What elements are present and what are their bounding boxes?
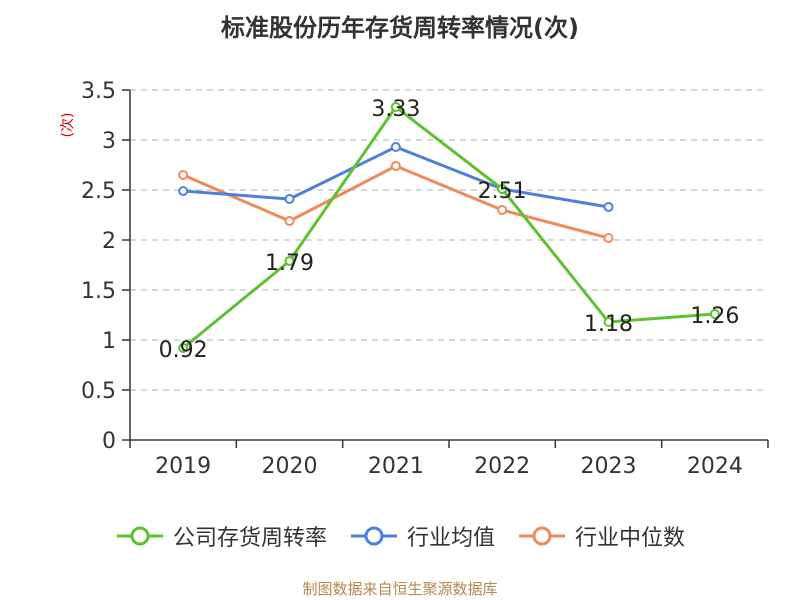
data-point bbox=[178, 186, 189, 196]
data-label: 0.92 bbox=[159, 338, 208, 363]
y-tick-label: 2 bbox=[102, 229, 116, 254]
source-note: 制图数据来自恒生聚源数据库 bbox=[302, 580, 498, 598]
y-tick-label: 1 bbox=[102, 329, 116, 354]
series-line bbox=[183, 145, 609, 209]
y-tick-label: 3 bbox=[102, 129, 116, 154]
data-point bbox=[390, 142, 401, 152]
x-tick-label: 2023 bbox=[581, 454, 637, 479]
y-tick-label: 0 bbox=[102, 429, 116, 454]
legend-label: 行业中位数 bbox=[575, 526, 686, 551]
y-tick-label: 1.5 bbox=[81, 279, 116, 304]
y-tick-label: 2.5 bbox=[81, 179, 116, 204]
data-point bbox=[390, 161, 401, 171]
data-point bbox=[178, 343, 189, 353]
data-label: 1.79 bbox=[265, 251, 314, 276]
data-labels: 0.92 1.79 3.33 2.51 1.18 1.26 bbox=[159, 97, 740, 363]
legend-label: 行业均值 bbox=[406, 526, 495, 551]
data-label: 1.26 bbox=[690, 304, 739, 329]
data-point bbox=[390, 102, 401, 112]
data-point bbox=[709, 309, 720, 319]
chart-title: 标准股份历年存货周转率情况(次) bbox=[221, 14, 579, 42]
data-label: 3.33 bbox=[371, 97, 420, 122]
data-point bbox=[603, 233, 614, 243]
x-tick-label: 2019 bbox=[155, 454, 211, 479]
data-point bbox=[284, 216, 295, 226]
series-lines bbox=[178, 102, 720, 353]
axes: 0 0.5 1 1.5 2 2.5 3 3.5 2019 2020 2021 2022 2023 2024 bbox=[81, 79, 769, 479]
data-point bbox=[284, 194, 295, 204]
x-tick-label: 2021 bbox=[368, 454, 424, 479]
legend-line-icon bbox=[350, 526, 397, 546]
x-tick-label: 2024 bbox=[687, 454, 743, 479]
legend-line-icon bbox=[519, 526, 565, 546]
series-line bbox=[182, 164, 609, 240]
y-tick-label: 0.5 bbox=[81, 379, 116, 404]
grid-lines bbox=[130, 89, 768, 391]
legend-item-company[interactable]: 公司存货周转率 bbox=[115, 520, 327, 552]
legend-item-industry-median[interactable]: 行业中位数 bbox=[517, 520, 685, 552]
data-point bbox=[497, 205, 508, 215]
series-line bbox=[182, 105, 715, 350]
data-label: 2.51 bbox=[478, 179, 527, 204]
data-point bbox=[603, 202, 614, 212]
data-point bbox=[284, 256, 295, 266]
x-tick-label: 2020 bbox=[262, 454, 318, 479]
data-point bbox=[497, 184, 508, 194]
data-point bbox=[178, 170, 189, 180]
x-tick-label: 2022 bbox=[474, 454, 530, 479]
data-point bbox=[603, 317, 614, 327]
data-label: 1.18 bbox=[584, 312, 633, 337]
legend-item-industry-mean[interactable]: 行业均值 bbox=[349, 520, 495, 552]
y-axis-label: (次) bbox=[60, 113, 76, 138]
legend-line-icon bbox=[116, 526, 163, 546]
legend: 公司存货周转率 行业均值 行业中位数 bbox=[0, 520, 800, 552]
legend-label: 公司存货周转率 bbox=[172, 526, 327, 551]
y-tick-label: 3.5 bbox=[81, 79, 116, 104]
